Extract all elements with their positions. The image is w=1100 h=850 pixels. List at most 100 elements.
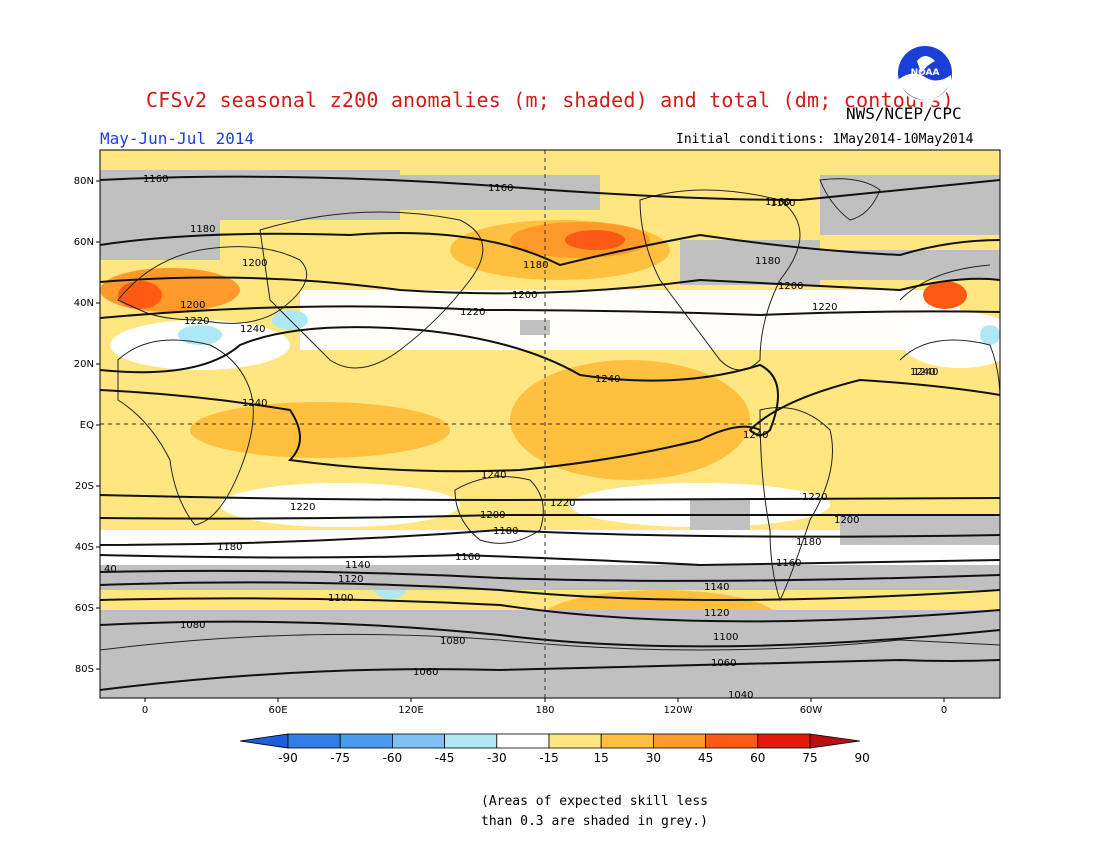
coast-asia: [259, 211, 484, 369]
contour-label: 1220: [460, 307, 485, 318]
skill-footnote: (Areas of expected skill less than 0.3 a…: [481, 792, 708, 832]
shade-45-cpacific: [510, 360, 750, 480]
noaa-logo-text: NOAA: [911, 68, 940, 78]
lat-tick: 60S: [75, 603, 94, 614]
colorbar-label: 60: [750, 751, 765, 765]
contour-label: 1160: [455, 552, 480, 563]
contour-label: 1200: [778, 281, 803, 292]
colorbar-box: [287, 733, 341, 749]
contour-label: 1080: [440, 636, 465, 647]
grey-eurasia: [100, 220, 220, 260]
lat-tick: EQ: [80, 420, 94, 431]
shade-cool-nafrica: [178, 325, 222, 345]
contour-1200-s: [100, 513, 1000, 520]
grey-arctic-mid: [400, 175, 600, 210]
contour-labels: 1160 1180 1200 1220 1240 1160 1180 1200 …: [104, 174, 938, 698]
colorbar-box: [705, 733, 759, 749]
contour-label: 1220: [290, 502, 315, 513]
lat-tick: 80S: [75, 664, 94, 675]
contour-label: 1200: [834, 515, 859, 526]
coast-europe-east: [899, 264, 991, 301]
contour-label: 1220: [812, 302, 837, 313]
colorbar-label: -90: [278, 751, 298, 765]
colorbar-label: 90: [855, 751, 870, 765]
contour-label: 1200: [242, 258, 267, 269]
contour-label: 1240: [240, 324, 265, 335]
period-label: May-Jun-Jul 2014: [100, 129, 255, 148]
lon-tick: 180: [535, 705, 554, 716]
contour-label: 1160: [770, 198, 795, 209]
coast-antarctica: [100, 633, 1000, 651]
contour-1180-n: [100, 232, 1000, 267]
chart-title: CFSv2 seasonal z200 anomalies (m; shaded…: [146, 88, 954, 112]
lon-tick: 0: [142, 705, 148, 716]
contour-1120-s: [100, 581, 1000, 601]
colorbar-label: 30: [646, 751, 661, 765]
lon-tick: 120E: [398, 705, 423, 716]
coast-australia: [454, 476, 544, 544]
contour-label: 1240: [481, 470, 506, 481]
shade-75-iberia-east: [923, 281, 967, 309]
contour-label: 1200: [512, 290, 537, 301]
contour-label: 1160: [143, 174, 168, 185]
contour-label: 1060: [711, 658, 736, 669]
contour-label: 1160: [776, 558, 801, 569]
contour-label: 1100: [328, 593, 353, 604]
colorbar-label: -15: [539, 751, 559, 765]
colorbar-label: -60: [383, 751, 403, 765]
grey-antarctic: [100, 610, 1000, 698]
coast-africa-east: [899, 339, 1000, 401]
contour-label: 1120: [704, 608, 729, 619]
colorbar-label: 45: [698, 751, 713, 765]
lat-tick: 20N: [74, 359, 94, 370]
contour-label: 1180: [493, 526, 518, 537]
contour-label: 1160: [765, 197, 790, 208]
lat-tick: 80N: [74, 176, 94, 187]
contour-label: 1220: [802, 492, 827, 503]
contour-1200-n: [100, 276, 1000, 295]
contour-label: 1180: [190, 224, 215, 235]
coast-namerica: [639, 189, 801, 371]
contour-label: 1220: [184, 316, 209, 327]
contour-label: 1220: [550, 498, 575, 509]
grey-arctic-east: [820, 175, 1000, 235]
colorbar-label: -30: [487, 751, 507, 765]
footnote-line-2: than 0.3 are shaded in grey.): [481, 814, 708, 829]
colorbar-box: [339, 733, 393, 749]
contour-1220-n: [100, 305, 1000, 319]
contour-label: 40: [104, 564, 117, 575]
lat-tickmarks: [96, 180, 100, 670]
colorbar-box: [600, 733, 654, 749]
contour-1220-s: [100, 494, 1000, 502]
contour-label: 1120: [338, 574, 363, 585]
grey-npac-patch: [520, 320, 550, 335]
coast-samerica: [759, 407, 833, 602]
coast-europe: [117, 246, 308, 324]
contour-label: 1100: [713, 632, 738, 643]
contour-1240-n: [100, 326, 1000, 436]
anomaly-shading: [100, 150, 1000, 698]
contour-label: 1160: [488, 183, 513, 194]
coastlines: [100, 178, 1000, 651]
lon-tick: 120W: [664, 705, 693, 716]
contour-label: 1140: [345, 560, 370, 571]
contour-1060-s: [100, 658, 1000, 691]
shade-45-indian: [190, 402, 450, 458]
lon-tick: 0: [941, 705, 947, 716]
colorbar: -90 -75 -60 -45 -30 -15 15 30 45 60 75 90: [239, 733, 870, 765]
contour-label: 1240: [910, 367, 935, 378]
contour-1160-s: [100, 553, 1000, 567]
contour-1080-s: [100, 620, 1000, 648]
shade-white-sindian: [220, 483, 460, 527]
shade-75-iberia: [118, 281, 162, 309]
lat-tick: 40N: [74, 298, 94, 309]
lon-axis: 0 60E 120E 180 120W 60W 0: [142, 705, 947, 716]
contour-label: 1180: [217, 542, 242, 553]
contour-1240-eq: [100, 389, 761, 473]
lat-axis: 80N 60N 40N 20N EQ 20S 40S 60S 80S: [74, 176, 94, 675]
colorbar-arrow-right: [809, 733, 861, 749]
contour-label: 1240: [743, 430, 768, 441]
contour-label: 1180: [755, 256, 780, 267]
footnote-line-1: (Areas of expected skill less: [481, 794, 708, 809]
contour-label: 1180: [796, 537, 821, 548]
